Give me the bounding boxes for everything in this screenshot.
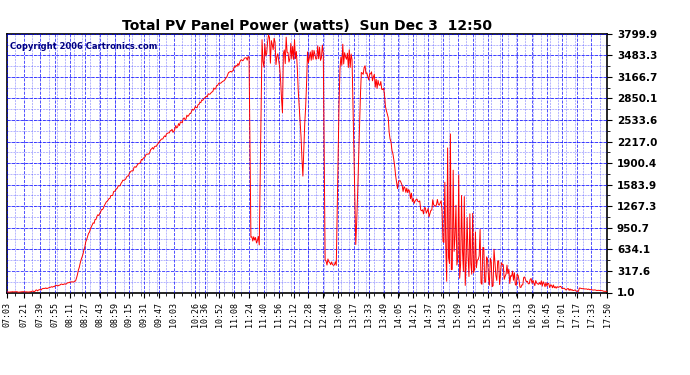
- Text: Copyright 2006 Cartronics.com: Copyright 2006 Cartronics.com: [10, 42, 157, 51]
- Title: Total PV Panel Power (watts)  Sun Dec 3  12:50: Total PV Panel Power (watts) Sun Dec 3 1…: [122, 19, 492, 33]
